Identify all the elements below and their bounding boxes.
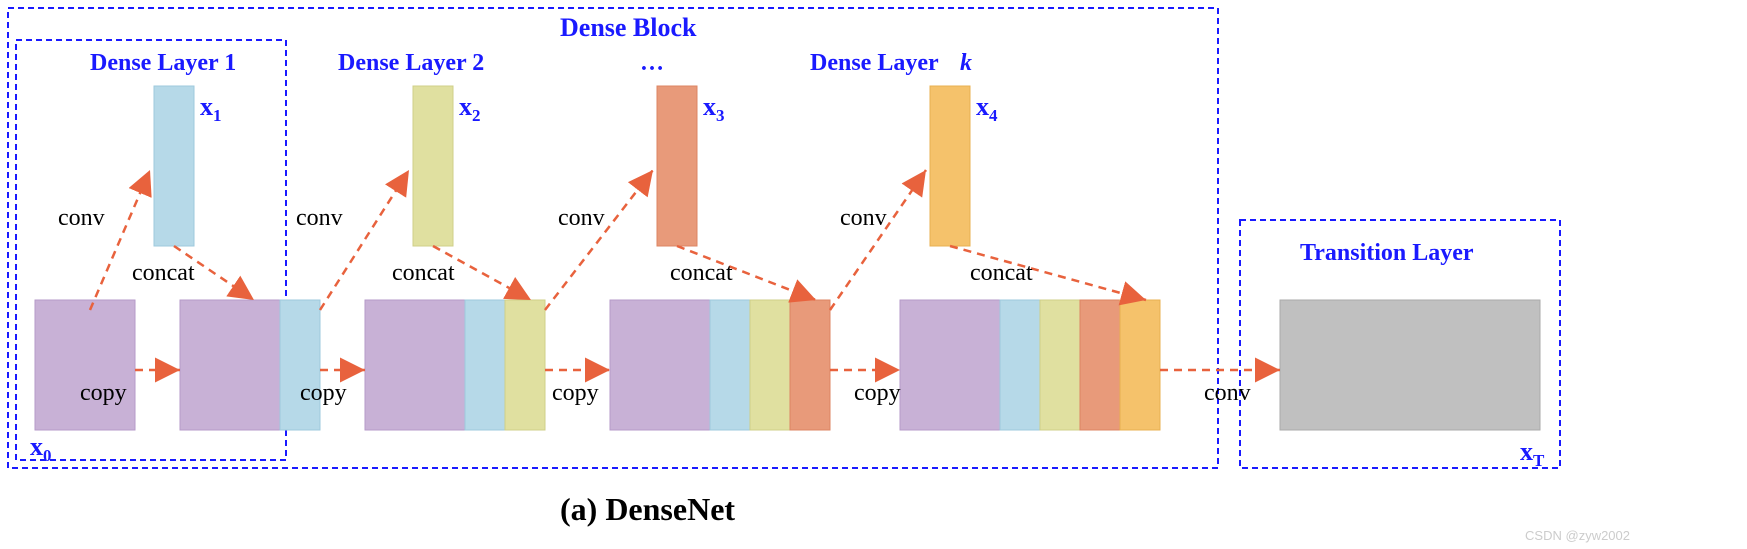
feature-wide-1-1: [280, 300, 320, 430]
title-ellipsis: …: [640, 50, 664, 76]
arrow-3: [320, 170, 409, 310]
feature-wide-3-0: [610, 300, 710, 430]
feature-wide-1-0: [180, 300, 280, 430]
feature-wide-2-1: [465, 300, 505, 430]
feature-wide-4-1: [1000, 300, 1040, 430]
feature-tall-0: [154, 86, 194, 246]
op-label-3: conv: [296, 205, 343, 231]
x-label-5: xT: [1520, 437, 1545, 470]
feature-wide-4-3: [1080, 300, 1120, 430]
watermark: CSDN @zyw2002: [1525, 528, 1630, 543]
op-label-7: concat: [670, 260, 733, 286]
op-label-6: conv: [558, 205, 605, 231]
feature-wide-0-0: [35, 300, 135, 430]
op-label-2: copy: [80, 380, 127, 406]
op-label-12: conv: [1204, 380, 1251, 406]
figure-caption: (a) DenseNet: [560, 491, 735, 527]
op-label-0: conv: [58, 205, 105, 231]
op-label-9: conv: [840, 205, 887, 231]
title-layerk_a: Dense Layer: [810, 50, 939, 76]
x-label-2: x3: [703, 92, 725, 125]
feature-wide-3-3: [790, 300, 830, 430]
arrow-9: [830, 170, 926, 310]
densenet-diagram: Dense Block Dense Layer 1 Dense Layer 2 … De…: [0, 0, 1747, 549]
title-layerk_b: k: [960, 50, 972, 76]
x-label-1: x2: [459, 92, 481, 125]
arrow-6: [545, 170, 653, 310]
feature-wide-4-4: [1120, 300, 1160, 430]
op-label-11: copy: [854, 380, 901, 406]
title-transition: Transition Layer: [1300, 240, 1474, 266]
feature-wide-2-0: [365, 300, 465, 430]
op-label-5: copy: [300, 380, 347, 406]
feature-tall-3: [930, 86, 970, 246]
op-label-4: concat: [392, 260, 455, 286]
feature-wide-3-1: [710, 300, 750, 430]
op-label-10: concat: [970, 260, 1033, 286]
feature-tall-1: [413, 86, 453, 246]
transition-output: [1280, 300, 1540, 430]
x-label-0: x1: [200, 92, 222, 125]
x-label-3: x4: [976, 92, 998, 125]
title-denseblock: Dense Block: [560, 13, 697, 42]
feature-wide-4-0: [900, 300, 1000, 430]
feature-wide-3-2: [750, 300, 790, 430]
title-layer2: Dense Layer 2: [338, 50, 484, 76]
op-label-1: concat: [132, 260, 195, 286]
arrow-0: [90, 170, 150, 310]
x-label-4: x0: [30, 432, 52, 465]
op-label-8: copy: [552, 380, 599, 406]
feature-wide-4-2: [1040, 300, 1080, 430]
feature-wide-2-2: [505, 300, 545, 430]
feature-tall-2: [657, 86, 697, 246]
title-layer1: Dense Layer 1: [90, 50, 236, 76]
